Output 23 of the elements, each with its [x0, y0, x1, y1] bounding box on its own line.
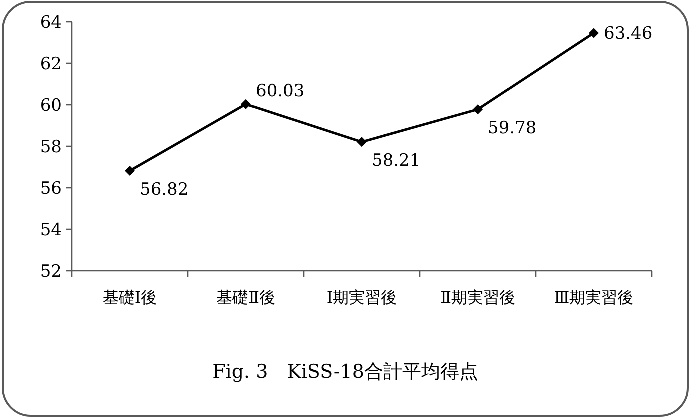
point: [125, 166, 135, 176]
x-tick-label: Ⅲ期実習後: [554, 288, 634, 307]
y-tick-label: 62: [40, 54, 62, 74]
y-tick-label: 64: [40, 13, 62, 33]
point: [241, 99, 251, 110]
text: Fig. 3 KiSS-18合計平均得点: [212, 361, 478, 383]
data-label: 60.03: [256, 81, 305, 102]
point: [473, 104, 483, 115]
x-tick-label: 基礎Ⅰ後: [102, 288, 158, 307]
y-tick-label: 54: [40, 220, 62, 240]
y-tick-label: 52: [40, 262, 62, 282]
x-tick-label: Ⅰ期実習後: [326, 288, 398, 307]
data-label: 59.78: [488, 118, 537, 139]
data-label: 58.21: [372, 151, 421, 172]
data-label: 63.46: [604, 24, 653, 44]
point: [589, 28, 599, 38]
point: [357, 137, 367, 148]
y-tick-label: 58: [40, 138, 62, 158]
x-tick-label: 基礎Ⅱ後: [216, 288, 276, 307]
x-tick-label: Ⅱ期実習後: [440, 288, 516, 307]
y-tick-label: 56: [40, 179, 62, 199]
data-label: 56.82: [140, 180, 189, 200]
y-tick-label: 60: [40, 96, 62, 116]
